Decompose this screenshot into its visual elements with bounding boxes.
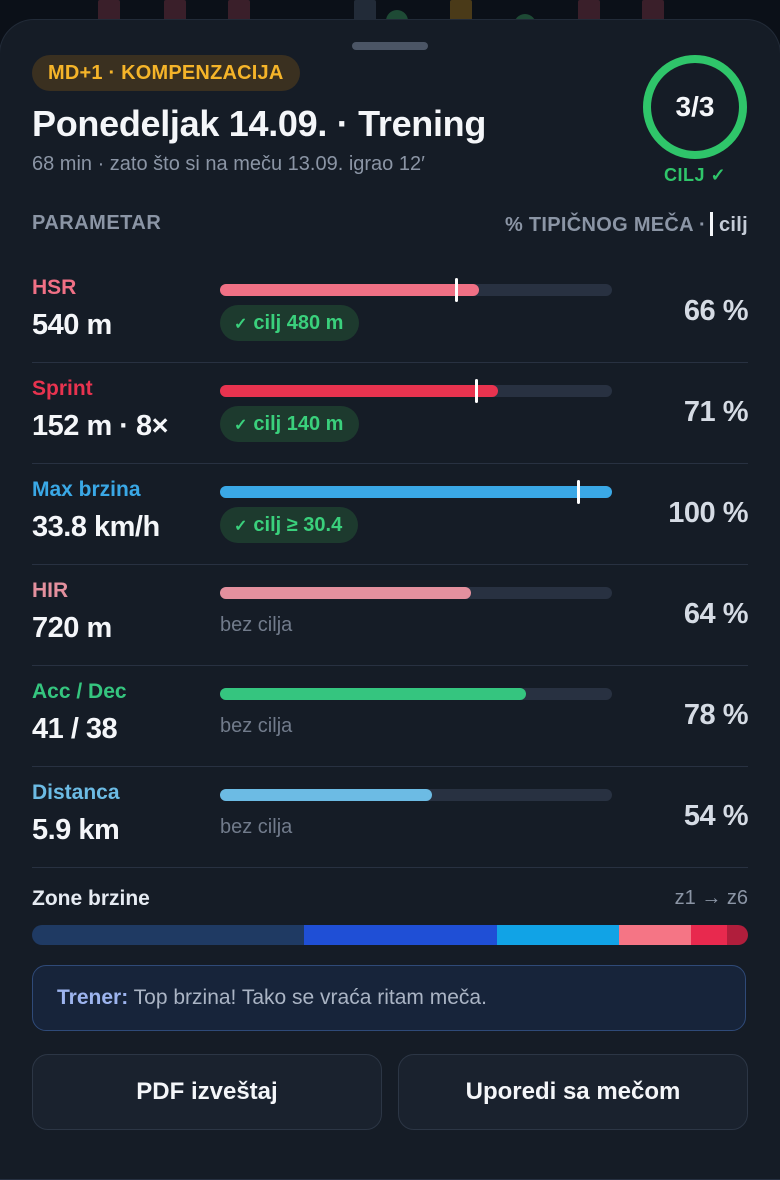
pdf-report-button[interactable]: PDF izveštaj — [32, 1054, 382, 1130]
no-goal-label: bez cilja — [220, 614, 293, 636]
coach-label: Trener: — [57, 986, 129, 1009]
goal-progress-value: 3/3 — [675, 91, 715, 122]
metric-percent: 64 % — [683, 598, 749, 630]
metric-progress-fill — [220, 789, 432, 801]
session-subtitle: 68 min · zato što si na meču 13.09. igra… — [32, 153, 425, 175]
check-icon: ✓ — [234, 316, 248, 333]
speed-zones-range: z1 → z6 — [674, 887, 748, 909]
page-title: Ponedeljak 14.09. · Trening — [32, 103, 487, 144]
metric-percent: 54 % — [683, 800, 749, 832]
goal-marker — [577, 480, 580, 504]
speed-zone-segment — [32, 925, 305, 945]
check-icon: ✓ — [234, 417, 248, 434]
column-header-percent: % TIPIČNOG MEČA · cilj — [505, 212, 748, 237]
metric-progress-track — [220, 587, 612, 599]
metric-row: HIR 720 m bez cilja 64 % — [32, 564, 749, 666]
metric-value: 33.8 km/h — [32, 511, 160, 543]
speed-zones-bar — [32, 925, 748, 945]
metric-row: Sprint 152 m · 8× ✓ cilj 140 m 71 % — [32, 362, 749, 464]
speed-zone-segment — [497, 925, 620, 945]
check-icon: ✓ — [234, 518, 248, 535]
metric-row: Max brzina 33.8 km/h ✓ cilj ≥ 30.4 100 % — [32, 463, 748, 565]
metric-progress-track — [220, 379, 612, 403]
goal-text: cilj ≥ 30.4 — [253, 514, 343, 536]
goal-met-pill: ✓ cilj ≥ 30.4 — [220, 507, 359, 543]
speed-zone-segment — [619, 925, 691, 945]
metric-percent: 78 % — [683, 699, 749, 731]
column-header-goal-label: cilj — [719, 214, 748, 236]
metric-percent: 66 % — [683, 295, 749, 327]
metric-percent: 71 % — [683, 396, 749, 428]
metric-row: Acc / Dec 41 / 38 bez cilja 78 % — [32, 665, 749, 767]
metric-progress-fill — [220, 486, 612, 498]
goal-progress-ring — [643, 55, 747, 159]
metric-name: Acc / Dec — [32, 680, 127, 703]
metric-progress-fill — [220, 385, 498, 397]
goal-text: cilj 140 m — [253, 413, 344, 435]
goal-marker — [475, 379, 478, 403]
goal-status-label: CILJ ✓ — [663, 165, 727, 185]
metric-percent: 100 % — [668, 497, 748, 529]
metric-value: 540 m — [32, 309, 112, 341]
no-goal-label: bez cilja — [220, 816, 293, 838]
goal-marker-legend-icon — [710, 212, 713, 236]
coach-text: Top brzina! Tako se vraća ritam meča. — [133, 986, 487, 1009]
goal-met-pill: ✓ cilj 480 m — [220, 305, 360, 341]
speed-zone-segment — [726, 925, 748, 945]
speed-zone-segment — [690, 925, 727, 945]
no-goal-label: bez cilja — [220, 715, 293, 737]
metric-progress-track — [220, 278, 612, 302]
metric-row: HSR 540 m ✓ cilj 480 m 66 % — [32, 261, 749, 363]
metric-progress-track — [220, 688, 612, 700]
goal-marker — [455, 278, 458, 302]
goal-met-pill: ✓ cilj 140 m — [220, 406, 360, 442]
metric-progress-fill — [220, 587, 471, 599]
metric-name: Sprint — [32, 377, 93, 400]
metric-name: HSR — [32, 276, 77, 299]
column-header-parameter: PARAMETAR — [32, 212, 162, 234]
goal-text: cilj 480 m — [253, 312, 344, 334]
metric-value: 5.9 km — [32, 814, 120, 846]
metric-name: HIR — [32, 579, 69, 602]
speed-zones-title: Zone brzine — [32, 887, 150, 910]
metric-value: 152 m · 8× — [32, 410, 169, 442]
column-header-percent-label: % TIPIČNOG MEČA · — [504, 214, 706, 236]
metric-progress-track — [220, 480, 612, 504]
drag-handle[interactable] — [352, 42, 428, 50]
metric-progress-fill — [220, 284, 479, 296]
metric-row: Distanca 5.9 km bez cilja 54 % — [32, 766, 749, 868]
metric-progress-track — [220, 789, 612, 801]
metric-progress-fill — [220, 688, 526, 700]
metric-value: 720 m — [32, 612, 112, 644]
metric-value: 41 / 38 — [32, 713, 118, 745]
metric-name: Max brzina — [32, 478, 141, 501]
session-type-badge: MD+1 · KOMPENZACIJA — [32, 55, 300, 91]
coach-comment: Trener: Top brzina! Tako se vraća ritam … — [32, 965, 746, 1031]
compare-with-match-button[interactable]: Uporedi sa mečom — [398, 1054, 748, 1130]
metric-name: Distanca — [32, 781, 120, 804]
speed-zone-segment — [304, 925, 498, 945]
